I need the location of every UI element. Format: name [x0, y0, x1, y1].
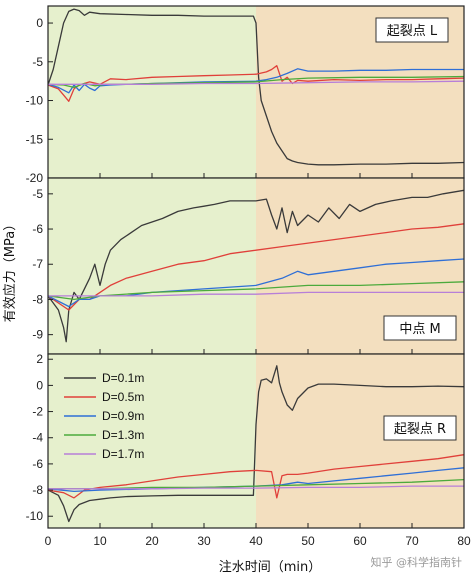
y-tick-label: -5 — [32, 55, 43, 69]
y-tick-label: 2 — [36, 352, 43, 366]
panel-label: 中点 M — [383, 315, 457, 341]
legend-label: D=1.7m — [102, 447, 144, 461]
y-tick-label: -8 — [32, 292, 43, 306]
shaded-region-0 — [48, 354, 256, 528]
series-line-3 — [47, 75, 465, 89]
y-tick-label: -20 — [26, 171, 44, 185]
series-line-0 — [47, 8, 465, 166]
panel-label-text: 起裂点 L — [387, 24, 438, 39]
y-tick-label: -10 — [26, 94, 44, 108]
legend-label: D=0.9m — [102, 409, 144, 423]
series-line-2 — [47, 467, 465, 493]
y-tick-label: 0 — [36, 16, 43, 30]
x-tick-label: 80 — [457, 534, 471, 548]
x-axis: 0 10 20 30 40 50 60 70 80 — [45, 534, 471, 548]
legend-label: D=0.5m — [102, 390, 144, 404]
x-tick-label: 30 — [197, 534, 211, 548]
panel-fracture-point-L: 0 -5 -10 -15 -20 起裂点 L — [26, 5, 465, 185]
series-line-2 — [47, 258, 465, 308]
x-tick-label: 20 — [145, 534, 159, 548]
y-tick-label: -4 — [32, 431, 43, 445]
series-line-4 — [48, 485, 464, 490]
x-tick-label: 40 — [249, 534, 263, 548]
shaded-region-1 — [256, 354, 464, 528]
y-tick-label: 0 — [36, 378, 43, 392]
panel-fracture-point-R: 2 0 -2 -4 -6 -8 -10 起裂点 R D=0.1m D=0.5m D=0.9m D=1.… — [26, 352, 465, 529]
y-tick-label: -5 — [32, 187, 43, 201]
panel-label-text: 中点 M — [399, 322, 440, 337]
y-tick-label: -8 — [32, 483, 43, 497]
series-line-4 — [48, 291, 464, 297]
x-tick-label: 50 — [301, 534, 315, 548]
y-tick-label: -9 — [32, 328, 43, 342]
y-tick-label: -2 — [32, 405, 43, 419]
series-line-2 — [47, 68, 464, 94]
series-line-4 — [48, 80, 465, 85]
y-tick-label: -15 — [26, 132, 44, 146]
x-tick-label: 0 — [45, 534, 52, 548]
panel-midpoint-M: -5 -6 -7 -8 -9 中点 M — [32, 177, 465, 355]
shaded-region-0 — [48, 178, 256, 354]
panel-label-box — [383, 415, 457, 441]
y-tick-label: -6 — [32, 457, 43, 471]
panel-label-text: 起裂点 R — [394, 422, 446, 437]
x-tick-label: 10 — [93, 534, 107, 548]
panel-label-box — [383, 315, 457, 341]
y-tick-label: -10 — [26, 509, 44, 523]
x-axis-title: 注水时间（min） — [219, 560, 322, 575]
x-tick-label: 60 — [353, 534, 367, 548]
y-tick-label: -7 — [32, 257, 43, 271]
y-axis-title: 有效应力（MPa） — [2, 218, 18, 322]
watermark: 知乎 @科学指南针 — [371, 555, 463, 569]
legend-label: D=1.3m — [102, 428, 144, 442]
series-line-0 — [47, 189, 465, 343]
y-tick-label: -6 — [32, 222, 43, 236]
legend-label: D=0.1m — [102, 371, 144, 385]
panel-label: 起裂点 R — [383, 415, 457, 441]
panel-label-box — [375, 17, 449, 43]
series-line-0 — [47, 365, 465, 523]
shaded-region-0 — [48, 6, 256, 178]
legend: D=0.1m D=0.5m D=0.9m D=1.3m D=1.7m — [64, 371, 144, 461]
series-line-3 — [47, 281, 465, 301]
x-tick-label: 70 — [405, 534, 419, 548]
panel-label: 起裂点 L — [375, 17, 449, 43]
